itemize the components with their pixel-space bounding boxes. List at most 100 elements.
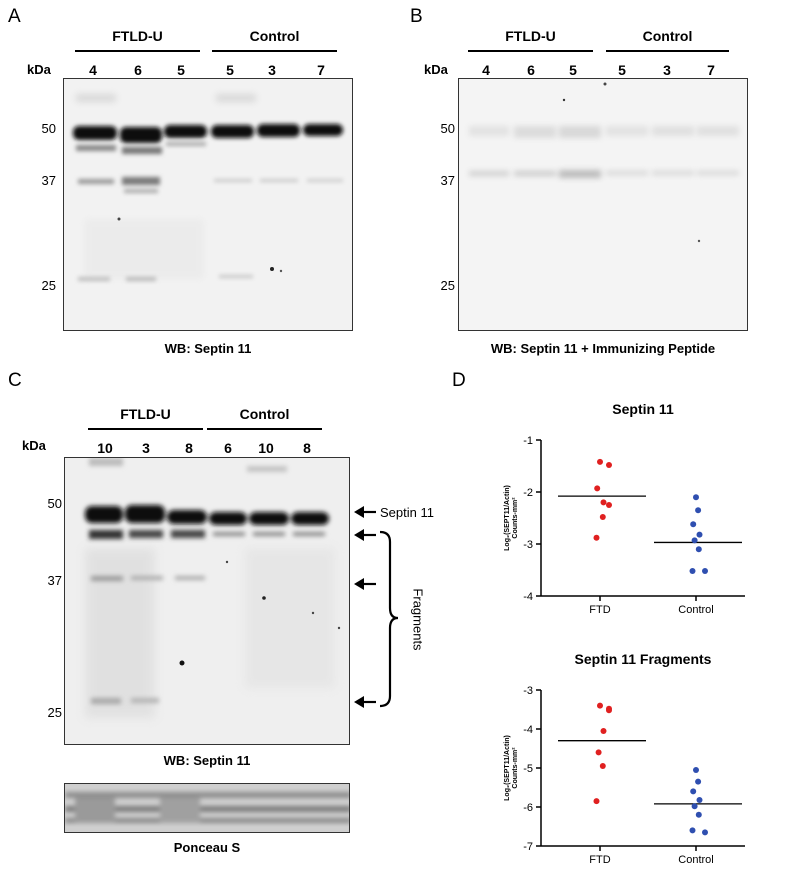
panel-c-group-control: Control (239, 406, 290, 422)
panel-b-letter: B (410, 6, 423, 27)
data-point (606, 461, 612, 468)
panel-c-lane-2: 3 (142, 440, 150, 456)
panel-a-lane-5: 3 (268, 62, 276, 78)
y-axis-label: Log₂(SEPT11/Actin) (504, 735, 511, 801)
data-point (691, 803, 698, 810)
y-tick-label: -6 (523, 802, 533, 814)
panel-b-blot (458, 78, 748, 331)
y-tick-label: -7 (523, 841, 533, 853)
x-tick-label: Control (678, 854, 713, 866)
data-point (599, 763, 606, 770)
data-point (695, 778, 702, 785)
panel-a-group-ftld: FTLD-U (112, 28, 163, 44)
panel-b-group-control: Control (642, 28, 693, 44)
panel-a-caption: WB: Septin 11 (164, 341, 252, 356)
panel-c-lane-4: 6 (224, 440, 232, 456)
panel-a-group-control-bar (212, 50, 337, 52)
panel-a-group-ftld-bar (75, 50, 200, 52)
data-point (593, 798, 600, 805)
x-tick-label: FTD (589, 854, 610, 866)
panel-b-lane-5: 3 (663, 62, 671, 78)
y-tick-label: -3 (523, 539, 533, 551)
y-tick-label: -2 (523, 487, 533, 499)
data-point (690, 788, 697, 795)
data-point (600, 499, 607, 506)
data-point (693, 766, 699, 773)
data-point (597, 458, 603, 465)
panel-c-group-ftld: FTLD-U (120, 406, 171, 422)
panel-b-lane-6: 7 (707, 62, 715, 78)
panel-a-lane-2: 6 (134, 62, 142, 78)
panel-c-blot (64, 457, 350, 745)
panel-a-lane-1: 4 (89, 62, 97, 78)
panel-c-group-ftld-bar (88, 428, 203, 430)
data-point (695, 546, 702, 553)
panel-a-marker-50: 50 (41, 121, 56, 136)
panel-b-marker-37: 37 (440, 173, 455, 188)
panel-c-caption: WB: Septin 11 (163, 753, 251, 768)
panel-a-marker-37: 37 (41, 173, 56, 188)
data-point (696, 531, 703, 538)
y-axis-label-units: Counts-mm² (512, 747, 519, 789)
panel-c-lane-5: 10 (258, 440, 274, 456)
data-point (597, 702, 603, 709)
ponceau-blot (64, 783, 350, 833)
data-point (599, 513, 606, 520)
panel-c-group-control-bar (207, 428, 322, 430)
data-point (695, 507, 702, 514)
data-point (595, 749, 602, 756)
ponceau-blot-image (65, 784, 349, 832)
panel-a-lane-6: 7 (317, 62, 325, 78)
data-point (593, 534, 600, 541)
panel-b-blot-image (459, 79, 747, 330)
panel-c-lane-1: 10 (97, 440, 113, 456)
data-point (689, 568, 696, 575)
data-point (702, 568, 708, 575)
x-tick-label: Control (678, 604, 713, 616)
data-point (691, 537, 698, 544)
panel-b-caption: WB: Septin 11 + Immunizing Peptide (490, 341, 716, 356)
panel-b-lane-1: 4 (482, 62, 490, 78)
panel-b-lane-4: 5 (618, 62, 626, 78)
panel-a-group-control: Control (249, 28, 300, 44)
panel-b-group-ftld-bar (468, 50, 593, 52)
panel-c-marker-37: 37 (47, 573, 62, 588)
y-tick-label: -4 (523, 724, 533, 736)
chart-title: Septin 11 Fragments (575, 651, 712, 667)
panel-c-kda-label: kDa (22, 438, 46, 453)
data-point (606, 707, 612, 714)
panel-b-kda-label: kDa (424, 62, 448, 77)
panel-c-lane-3: 8 (185, 440, 193, 456)
panel-c-marker-25: 25 (47, 705, 62, 720)
panel-c-annotation-arrows (354, 506, 399, 708)
data-point (702, 829, 708, 836)
data-point (600, 727, 607, 734)
panel-c-fragments-label: Fragments (410, 588, 426, 651)
x-tick-label: FTD (589, 604, 610, 616)
y-axis-label-units: Counts-mm² (512, 497, 519, 539)
y-tick-label: -3 (523, 685, 533, 697)
panel-a-blot (63, 78, 353, 331)
panel-b-group-control-bar (606, 50, 729, 52)
panel-c-septin11-label: Septin 11 (380, 505, 434, 520)
data-point (689, 827, 696, 834)
panel-a-kda-label: kDa (27, 62, 51, 77)
panel-a-letter: A (8, 6, 21, 27)
septin11-scatter-chart: Septin 11 -1 -2 -3 -4 FTD Control Log₂(SEPT11/A… (504, 401, 745, 616)
y-tick-label: -4 (523, 591, 533, 603)
panel-b-lane-3: 5 (569, 62, 577, 78)
panel-a-marker-25: 25 (41, 278, 56, 293)
data-point (696, 796, 703, 803)
panel-a-lane-4: 5 (226, 62, 234, 78)
panel-a-lane-3: 5 (177, 62, 185, 78)
panel-c-lane-6: 8 (303, 440, 311, 456)
data-point (690, 521, 697, 528)
panel-b-group-ftld: FTLD-U (505, 28, 556, 44)
data-point (695, 811, 702, 818)
panel-b-lane-2: 6 (527, 62, 535, 78)
chart-title: Septin 11 (612, 401, 674, 417)
panel-c-blot-image (65, 458, 349, 744)
ponceau-caption: Ponceau S (173, 840, 241, 855)
panel-c-marker-50: 50 (47, 496, 62, 511)
panel-d-letter: D (452, 370, 466, 391)
